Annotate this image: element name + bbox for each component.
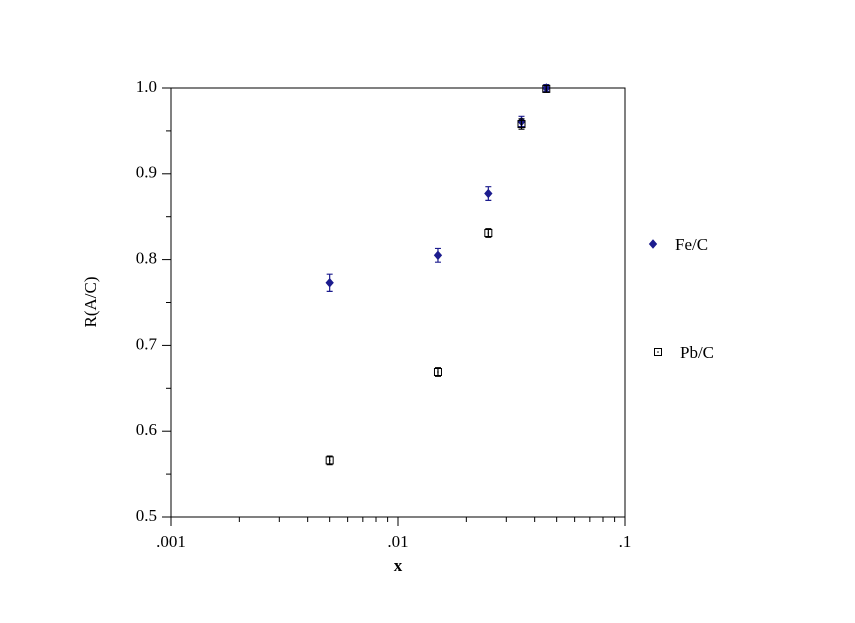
data-point [433, 367, 442, 376]
data-point-dot [520, 123, 523, 125]
y-tick-label: 0.5 [136, 506, 157, 525]
legend-marker [654, 348, 662, 356]
data-point-dot [545, 88, 548, 90]
y-tick-label: 0.9 [136, 163, 157, 182]
data-point [433, 250, 443, 261]
data-point [325, 278, 334, 288]
data-point-dot [487, 232, 490, 234]
data-point [542, 84, 551, 93]
y-tick-label: 1.0 [136, 77, 157, 96]
x-tick-label: .001 [156, 532, 186, 551]
x-tick-label: .1 [619, 532, 632, 551]
y-tick-label: 0.7 [136, 334, 158, 353]
legend-marker [648, 239, 658, 249]
y-tick-label: 0.8 [136, 249, 157, 268]
data-point-dot [328, 459, 331, 462]
data-point-dot [437, 371, 439, 373]
legend-marker-dot [657, 351, 659, 353]
x-tick-label: .01 [387, 532, 408, 551]
x-axis-label: x [394, 556, 403, 575]
legend-label: Fe/C [675, 235, 708, 254]
legend-label: Pb/C [680, 343, 714, 362]
data-point [517, 120, 526, 129]
y-tick-label: 0.6 [136, 420, 157, 439]
data-point [484, 188, 493, 199]
data-point [325, 456, 334, 465]
y-axis-label: R(A/C) [81, 277, 100, 328]
data-point [484, 229, 493, 238]
